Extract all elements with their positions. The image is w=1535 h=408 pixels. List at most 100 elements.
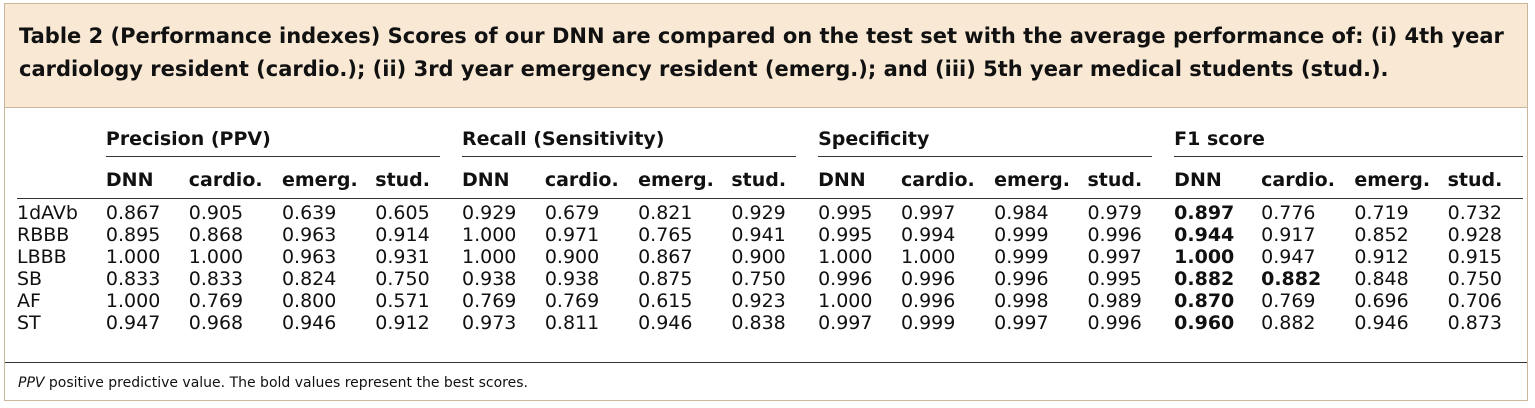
table-cell: 1.000 [818, 290, 873, 312]
table-footnote: PPV positive predictive value. The bold … [5, 362, 1527, 403]
table-cell: 0.999 [994, 246, 1049, 268]
table-cell: 0.929 [461, 202, 517, 224]
group-header-recall: Recall (Sensitivity) [461, 122, 818, 162]
table-row: SB 0.833 0.833 0.824 0.750 0.938 0.938 0.875 0.7… [17, 268, 1523, 290]
table-cell: 1.000 [461, 224, 517, 246]
table-cell: 0.946 [1354, 312, 1409, 334]
table-cell: 0.938 [544, 268, 600, 290]
table-cell: 0.833 [105, 268, 161, 290]
row-label: SB [17, 268, 43, 290]
table-cell: 0.979 [1087, 202, 1142, 224]
row-label: LBBB [17, 246, 67, 268]
table-cell: 0.750 [375, 268, 430, 290]
subheader-cell: stud. [1447, 162, 1523, 199]
table-cell: 0.946 [281, 312, 337, 334]
table-cell: 0.912 [375, 312, 430, 334]
table-cell: 1.000 [818, 246, 873, 268]
table-cell: 0.875 [638, 268, 693, 290]
subheader-cell: cardio. [1261, 162, 1355, 199]
table-cell: 1.000 [188, 246, 244, 268]
table-body: 1dAVb 0.867 0.905 0.639 0.605 0.929 0.679 0.821… [17, 199, 1523, 334]
table-cell: 0.968 [188, 312, 244, 334]
subheader-cell: emerg. [638, 162, 732, 199]
table-cell: 0.960 [1174, 312, 1235, 334]
table-cell: 0.824 [281, 268, 337, 290]
table-cell: 0.995 [1087, 268, 1142, 290]
subheader-cell: emerg. [281, 162, 376, 199]
table-row: ST 0.947 0.968 0.946 0.912 0.973 0.811 0.946 0.8… [17, 312, 1523, 334]
table-cell: 0.984 [994, 202, 1049, 224]
group-header-row: Precision (PPV) Recall (Sensitivity) Spe… [17, 122, 1523, 162]
table-cell: 0.912 [1354, 246, 1409, 268]
table-cell: 0.997 [818, 312, 873, 334]
table-cell: 0.719 [1354, 202, 1409, 224]
subheader-cell: cardio. [188, 162, 282, 199]
row-label: 1dAVb [17, 202, 78, 224]
table-cell: 0.996 [1087, 312, 1142, 334]
table-row: 1dAVb 0.867 0.905 0.639 0.605 0.929 0.679 0.821… [17, 199, 1523, 225]
table-cell: 0.900 [544, 246, 600, 268]
table-cell: 1.000 [900, 246, 956, 268]
table-cell: 1.000 [1174, 246, 1235, 268]
subheader-row: DNN cardio. emerg. stud. DNN cardio. emerg. stu… [17, 162, 1523, 199]
table-cell: 0.800 [281, 290, 337, 312]
table-cell: 0.995 [818, 202, 873, 224]
table-cell: 0.811 [544, 312, 600, 334]
subheader-cell: DNN [105, 162, 189, 199]
table-cell: 0.868 [188, 224, 244, 246]
table-cell: 0.769 [1261, 290, 1316, 312]
table-cell: 0.915 [1447, 246, 1503, 268]
table-cell: 0.821 [638, 202, 693, 224]
group-header-f1: F1 score [1174, 122, 1523, 162]
table-cell: 0.769 [461, 290, 517, 312]
subheader-cell: cardio. [544, 162, 639, 199]
table-cell: 0.848 [1354, 268, 1409, 290]
subheader-cell: stud. [1087, 162, 1175, 199]
table-cell: 0.765 [638, 224, 693, 246]
table-cell: 0.963 [281, 246, 337, 268]
table-cell: 0.571 [375, 290, 430, 312]
caption-text: Table 2 (Performance indexes) Scores of … [19, 24, 1504, 81]
table-frame: Table 2 (Performance indexes) Scores of … [4, 3, 1528, 401]
footnote-text: positive predictive value. The bold valu… [44, 375, 528, 391]
table-cell: 0.996 [1087, 224, 1142, 246]
table-cell: 0.838 [731, 312, 786, 334]
subheader-blank [17, 162, 106, 199]
table-cell: 0.996 [994, 268, 1049, 290]
table-cell: 0.776 [1261, 202, 1316, 224]
results-table: Precision (PPV) Recall (Sensitivity) Spe… [17, 122, 1523, 334]
table-cell: 1.000 [105, 290, 161, 312]
row-label-header [17, 122, 106, 162]
subheader-cell: cardio. [900, 162, 995, 199]
table-row: RBBB 0.895 0.868 0.963 0.914 1.000 0.971 0.765 0… [17, 224, 1523, 246]
table-cell: 0.995 [818, 224, 873, 246]
table-cell: 0.999 [994, 224, 1049, 246]
table-cell: 0.639 [281, 202, 337, 224]
table-cell: 0.923 [731, 290, 786, 312]
table-cell: 0.882 [1261, 268, 1322, 290]
group-header-specificity: Specificity [818, 122, 1174, 162]
table-cell: 0.971 [544, 224, 600, 246]
table-cell: 0.696 [1354, 290, 1409, 312]
table-cell: 0.750 [1447, 268, 1503, 290]
table-cell: 0.732 [1447, 202, 1503, 224]
table-cell: 0.938 [461, 268, 517, 290]
table-cell: 1.000 [461, 246, 517, 268]
subheader-cell: stud. [375, 162, 462, 199]
table-cell: 0.997 [900, 202, 956, 224]
subheader-cell: DNN [1174, 162, 1262, 199]
table-caption: Table 2 (Performance indexes) Scores of … [5, 4, 1527, 108]
table-cell: 0.882 [1174, 268, 1235, 290]
table-cell: 1.000 [105, 246, 161, 268]
group-header-precision: Precision (PPV) [105, 122, 462, 162]
table-cell: 0.947 [105, 312, 161, 334]
table-cell: 0.769 [544, 290, 600, 312]
subheader-cell: stud. [731, 162, 819, 199]
table-cell: 0.998 [994, 290, 1049, 312]
table-cell: 0.917 [1261, 224, 1316, 246]
table-cell: 0.852 [1354, 224, 1409, 246]
row-label: AF [17, 290, 41, 312]
table-row: AF 1.000 0.769 0.800 0.571 0.769 0.769 0.615 0.9… [17, 290, 1523, 312]
table-cell: 0.944 [1174, 224, 1235, 246]
table-cell: 0.706 [1447, 290, 1503, 312]
